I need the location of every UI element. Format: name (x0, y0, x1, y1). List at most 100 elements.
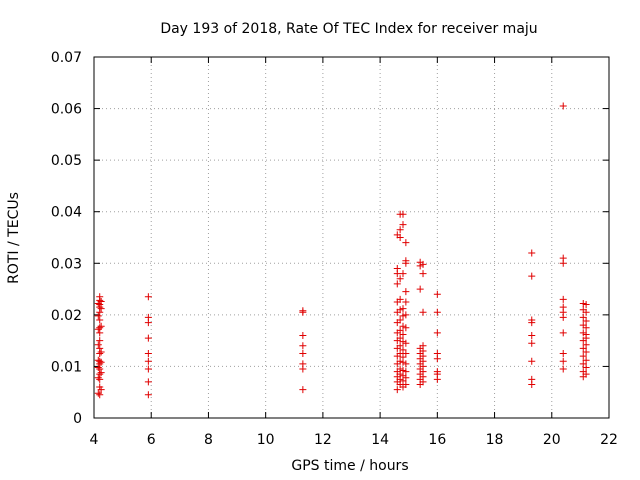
data-point (402, 239, 410, 247)
data-point (402, 324, 410, 332)
data-point (433, 368, 441, 376)
data-point (433, 290, 441, 298)
data-point (582, 348, 590, 356)
data-point (528, 357, 536, 365)
data-point (96, 344, 104, 352)
y-tick-label: 0.06 (51, 102, 82, 118)
data-point (299, 360, 307, 368)
data-point (399, 305, 407, 313)
data-point (402, 339, 410, 347)
data-point (582, 330, 590, 338)
data-point (582, 324, 590, 332)
data-point (582, 317, 590, 325)
x-tick-label: 8 (204, 432, 213, 448)
data-point (396, 334, 404, 342)
data-point (582, 341, 590, 349)
data-point (144, 313, 152, 321)
data-point (402, 374, 410, 382)
x-tick-label: 18 (486, 432, 504, 448)
data-point (559, 365, 567, 373)
data-point (96, 324, 104, 332)
data-point (402, 360, 410, 368)
data-point (402, 350, 410, 358)
data-point (144, 334, 152, 342)
data-point (96, 357, 104, 365)
y-tick-label: 0.02 (51, 308, 82, 324)
data-point (582, 356, 590, 364)
data-point (396, 316, 404, 324)
data-point (393, 280, 401, 288)
data-point (396, 306, 404, 314)
data-point (559, 350, 567, 358)
tick-layer: 4 6 8 10 12 14 16 18 20 22 0 0.01 0.02 0.03 0.04 0.05 0.… (51, 50, 618, 448)
data-point (97, 322, 105, 330)
data-point (419, 270, 427, 278)
data-point (433, 329, 441, 337)
data-point (396, 295, 404, 303)
data-point (396, 275, 404, 283)
data-point (144, 293, 152, 301)
data-point (299, 307, 307, 315)
data-point (419, 342, 427, 350)
data-point (528, 331, 536, 339)
grid-layer (94, 57, 609, 418)
data-point (299, 331, 307, 339)
data-point (97, 369, 105, 377)
x-axis-label: GPS time / hours (291, 458, 408, 474)
plot-frame (93, 56, 610, 419)
data-point (579, 344, 587, 352)
data-point (399, 353, 407, 361)
data-point (559, 102, 567, 110)
data-point (402, 368, 410, 376)
data-point (94, 374, 102, 382)
data-point (399, 210, 407, 218)
x-tick-label: 16 (428, 432, 446, 448)
data-point (402, 298, 410, 306)
x-tick-label: 14 (371, 432, 389, 448)
x-tick-label: 4 (90, 432, 99, 448)
data-point (393, 386, 401, 394)
data-point (94, 389, 102, 397)
data-point (582, 301, 590, 309)
data-point (582, 308, 590, 316)
data-point (399, 270, 407, 278)
data-point (528, 375, 536, 383)
data-point (96, 391, 104, 399)
x-tick-label: 12 (314, 432, 332, 448)
data-point (396, 342, 404, 350)
x-tick-label: 6 (147, 432, 156, 448)
data-point (94, 341, 102, 349)
data-point (399, 322, 407, 330)
data-point (144, 365, 152, 373)
y-tick-label: 0.05 (51, 153, 82, 169)
data-point (96, 316, 104, 324)
data-point (528, 316, 536, 324)
data-point (97, 297, 105, 305)
data-point (399, 338, 407, 346)
data-point (97, 348, 105, 356)
data-point (97, 305, 105, 313)
data-point (396, 365, 404, 373)
data-point (399, 221, 407, 229)
data-point (396, 234, 404, 241)
data-point (559, 254, 567, 262)
data-point (528, 272, 536, 280)
data-point (559, 357, 567, 365)
data-point (144, 350, 152, 358)
data-point (559, 295, 567, 303)
data-point (299, 342, 307, 350)
data-point (399, 367, 407, 375)
data-point (559, 329, 567, 337)
data-point (559, 303, 567, 311)
data-point (402, 380, 410, 388)
data-point (528, 339, 536, 347)
y-tick-label: 0 (73, 411, 82, 427)
chart-title: Day 193 of 2018, Rate Of TEC Index for r… (160, 21, 537, 37)
data-point (528, 249, 536, 257)
data-point (144, 357, 152, 365)
data-point (582, 363, 590, 371)
y-tick-label: 0.07 (51, 50, 82, 66)
data-point (402, 288, 410, 296)
y-tick-label: 0.04 (51, 205, 82, 221)
